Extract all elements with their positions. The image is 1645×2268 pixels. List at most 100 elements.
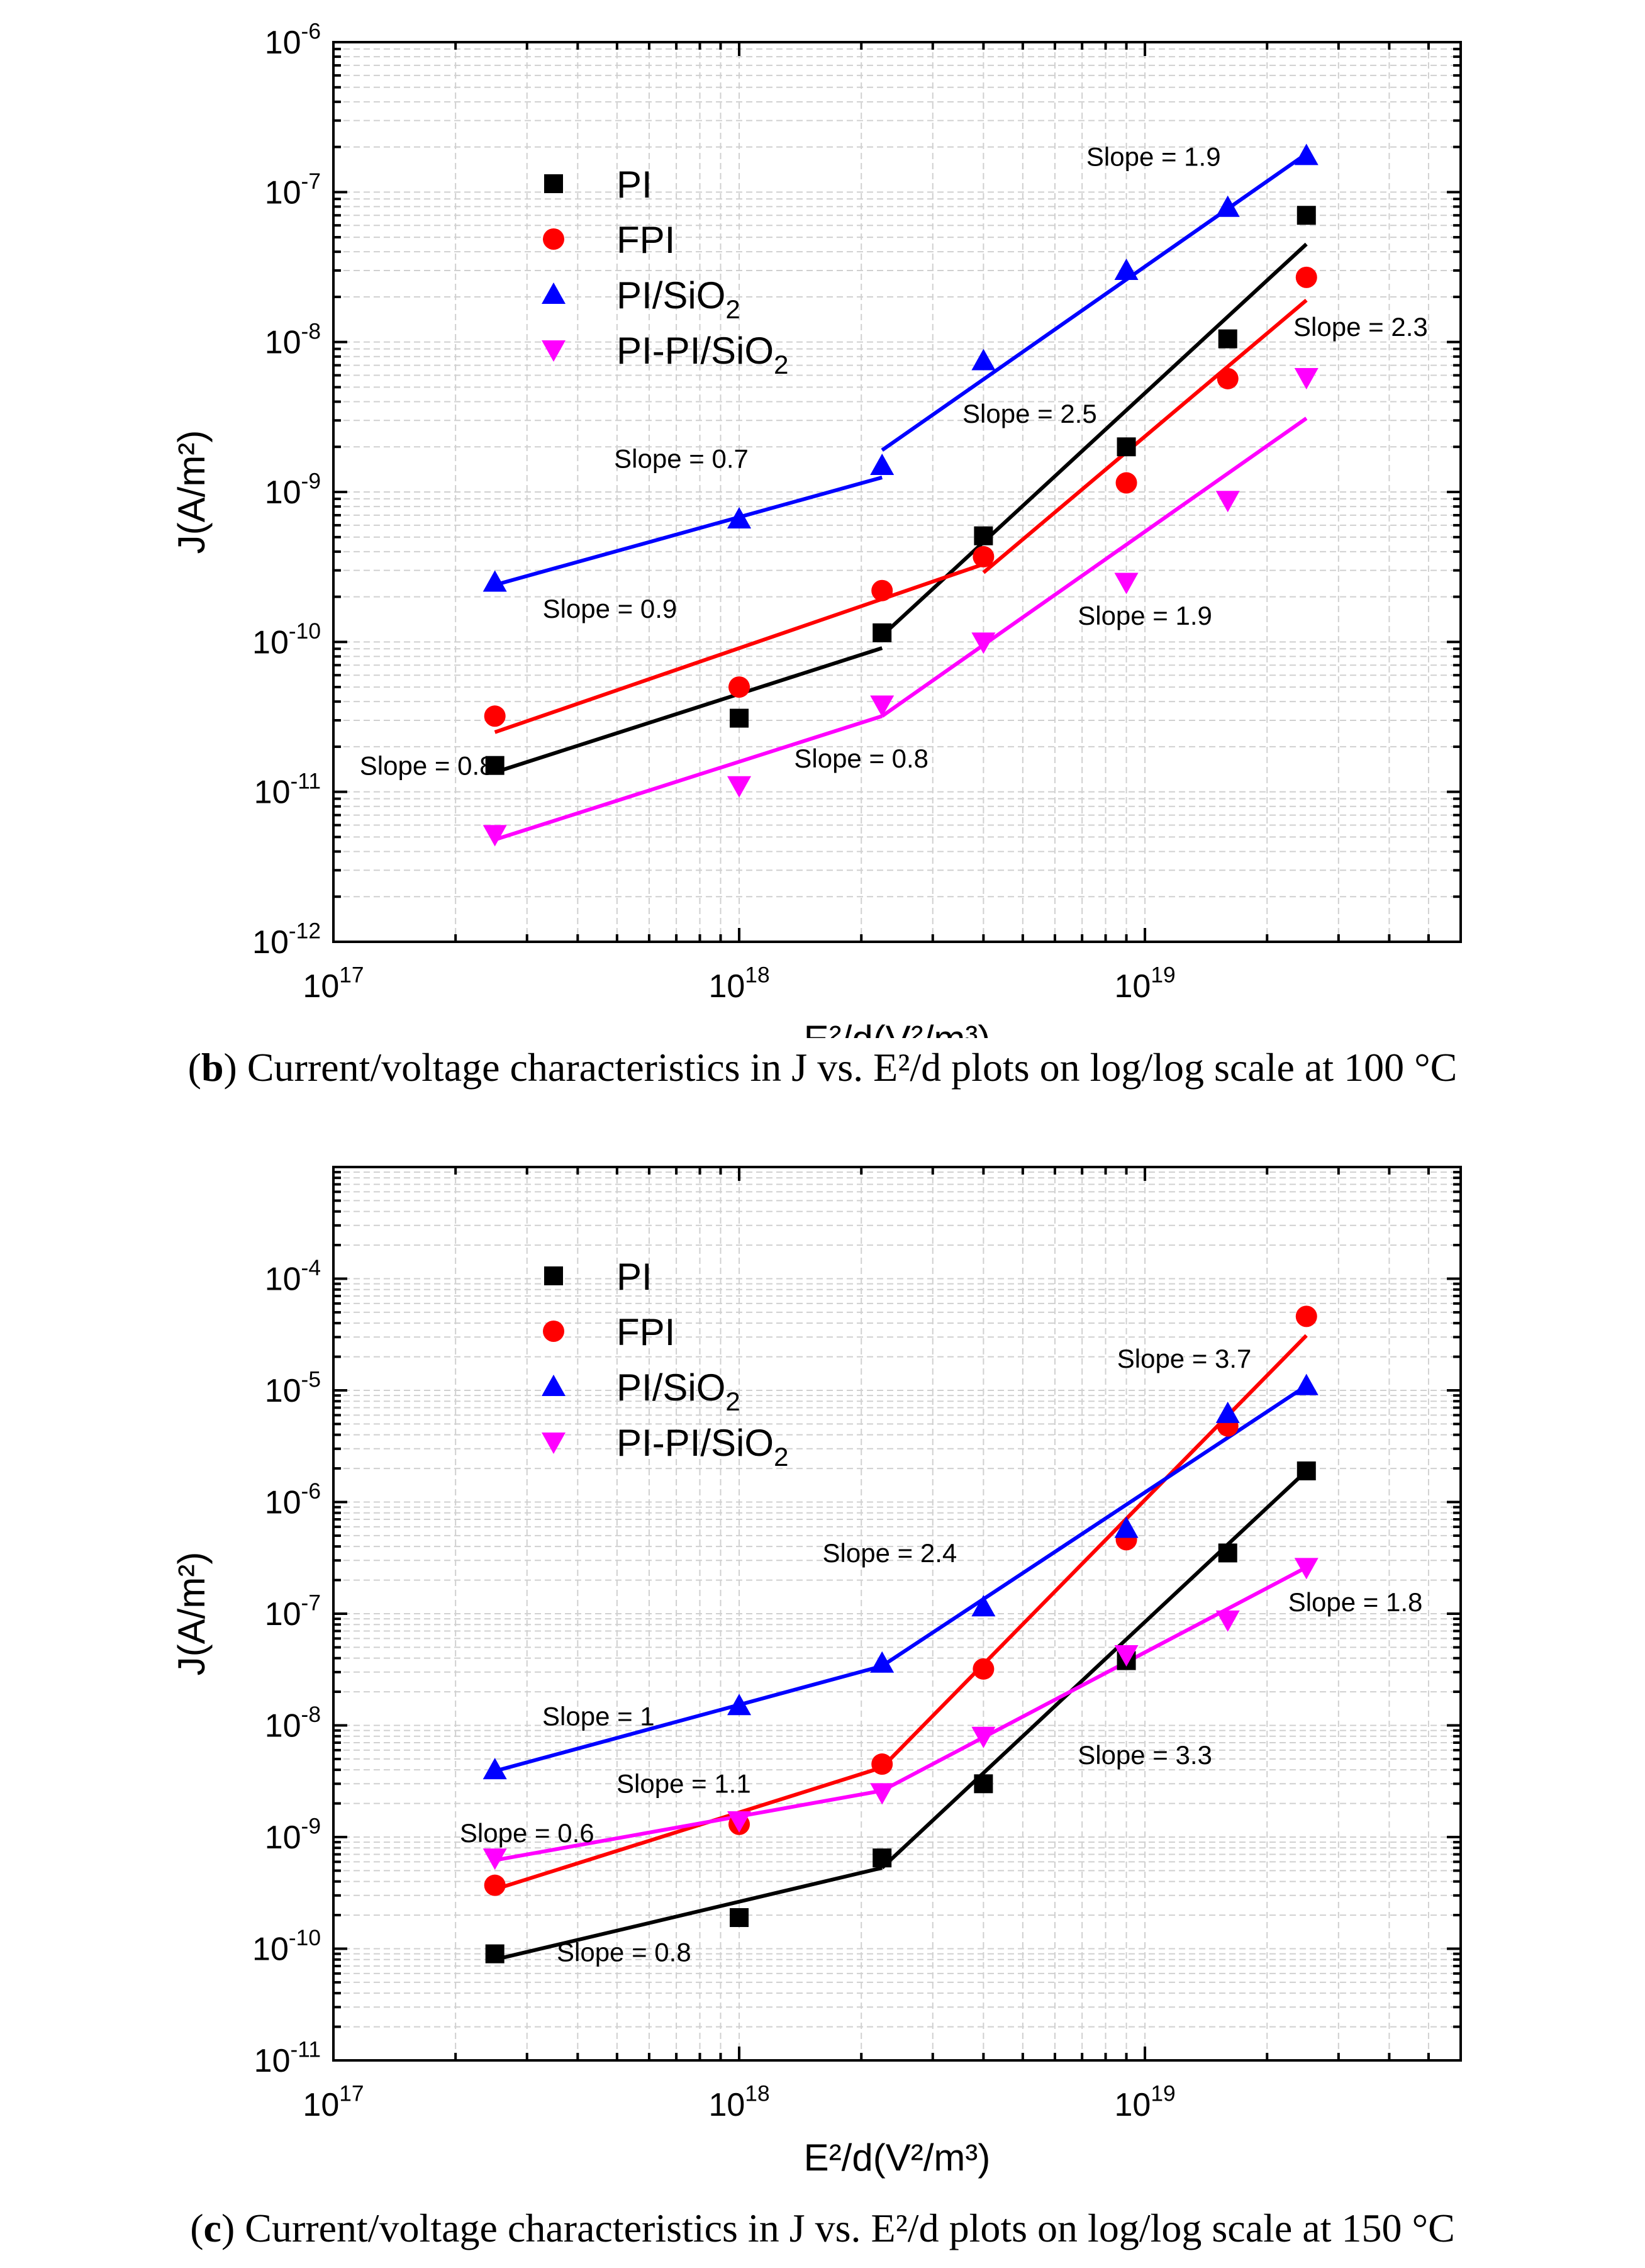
fit-line xyxy=(881,1565,1308,1792)
data-point xyxy=(1294,368,1319,390)
y-tick-label: 10-6 xyxy=(265,20,321,61)
y-tick-label: 10-7 xyxy=(265,169,321,211)
fit-line xyxy=(494,1664,883,1773)
data-point xyxy=(727,1694,752,1716)
legend-marker xyxy=(542,282,566,304)
fit-line xyxy=(982,298,1308,574)
data-point xyxy=(484,1874,506,1896)
caption-c: (c) Current/voltage characteristics in J… xyxy=(190,2206,1455,2250)
caption-text: Current/voltage characteristics in J vs.… xyxy=(245,2206,1455,2250)
fit-line xyxy=(881,416,1308,718)
data-point xyxy=(873,1848,892,1868)
x-tick-label: 1017 xyxy=(303,963,364,1005)
x-tick-label: 1019 xyxy=(1114,2082,1175,2123)
data-point xyxy=(1294,143,1319,165)
data-point xyxy=(1114,1516,1139,1538)
slope-annotation: Slope = 0.8 xyxy=(794,744,928,773)
legend-label: PI/SiO2 xyxy=(616,274,740,324)
data-point xyxy=(485,756,505,775)
data-point xyxy=(873,623,892,642)
legend-marker xyxy=(542,340,566,362)
fit-line xyxy=(494,1765,883,1892)
data-point xyxy=(974,1774,993,1794)
data-point xyxy=(870,695,895,717)
legend: PI FPI PI/SiO2 PI-PI/SiO2 xyxy=(542,164,788,379)
data-point xyxy=(1294,1558,1319,1580)
grid xyxy=(333,42,1461,942)
y-tick-label: 10-6 xyxy=(265,1479,321,1521)
data-point xyxy=(871,1753,893,1775)
slope-annotation: Slope = 1.9 xyxy=(1078,601,1212,630)
slope-annotation: Slope = 0.7 xyxy=(614,444,749,474)
fit-line xyxy=(494,714,883,842)
legend: PI FPI PI/SiO2 PI-PI/SiO2 xyxy=(542,1256,788,1472)
data-point xyxy=(870,1651,895,1673)
data-point xyxy=(1114,1645,1139,1667)
data-point xyxy=(971,632,996,654)
data-point xyxy=(1295,266,1317,288)
x-axis-title: E²/d(V²/m³) xyxy=(804,1018,991,1038)
legend-label: FPI xyxy=(616,219,675,261)
data-point xyxy=(971,1595,996,1617)
data-point xyxy=(1294,1373,1319,1395)
legend-label: PI-PI/SiO2 xyxy=(616,330,788,379)
data-point xyxy=(485,1944,505,1964)
data-point xyxy=(1296,206,1316,225)
y-tick-label: 10-11 xyxy=(254,769,321,810)
slope-annotation: Slope = 0.6 xyxy=(460,1818,594,1848)
data-point xyxy=(482,570,507,592)
y-axis-title: J(A/m²) xyxy=(170,1552,213,1676)
fit-line xyxy=(881,1334,1308,1769)
legend-label: PI xyxy=(616,1256,652,1298)
data-point xyxy=(974,526,993,545)
y-tick-label: 10-8 xyxy=(265,319,321,360)
y-tick-label: 10-9 xyxy=(265,469,321,511)
y-tick-label: 10-8 xyxy=(265,1702,321,1744)
data-point xyxy=(727,507,752,529)
x-tick-label: 1019 xyxy=(1114,963,1175,1005)
data-point xyxy=(730,708,749,728)
y-tick-label: 10-5 xyxy=(265,1368,321,1409)
legend-label: PI/SiO2 xyxy=(616,1366,740,1416)
chart-panel-b: 1017 1018 1019 10-12 10-11 10-10 10-9 10-8 10-7 1… xyxy=(0,0,1645,1132)
legend-marker xyxy=(544,1266,563,1285)
data-point xyxy=(870,1783,895,1805)
data-point xyxy=(971,1726,996,1748)
data-point xyxy=(973,1658,995,1680)
slope-annotation: Slope = 2.5 xyxy=(962,399,1097,428)
data-point xyxy=(870,454,895,476)
legend-label: FPI xyxy=(616,1311,675,1353)
fit-line xyxy=(494,562,984,734)
data-point xyxy=(1218,329,1237,349)
fit-line xyxy=(494,476,883,587)
y-tick-label: 10-11 xyxy=(254,2038,321,2079)
data-point xyxy=(1215,195,1240,217)
data-point xyxy=(730,1908,749,1928)
y-tick-label: 10-10 xyxy=(252,619,321,661)
slope-annotation: Slope = 3.7 xyxy=(1117,1344,1252,1373)
legend-marker xyxy=(542,1375,566,1396)
slope-annotation: Slope = 0.8 xyxy=(557,1938,691,1967)
data-point xyxy=(482,825,507,847)
slope-annotation: Slope = 3.3 xyxy=(1078,1740,1212,1770)
data-point xyxy=(482,1758,507,1780)
data-point xyxy=(1295,1305,1317,1327)
slope-annotation: Slope = 1.1 xyxy=(616,1768,751,1798)
slope-annotation: Slope = 0.9 xyxy=(543,594,678,623)
ticks xyxy=(332,41,1462,943)
data-point xyxy=(1215,491,1240,513)
fit-line xyxy=(494,646,883,774)
x-tick-label: 1017 xyxy=(303,2082,364,2123)
slope-annotation: Slope = 1 xyxy=(542,1702,655,1731)
data-point xyxy=(1115,472,1137,494)
chart-panel-c: 1017 1018 1019 10-11 10-10 10-9 10-8 10-7 10-6 10… xyxy=(0,1132,1645,2268)
legend-label: PI xyxy=(616,164,652,206)
data-point xyxy=(973,545,995,567)
y-tick-label: 10-9 xyxy=(265,1814,321,1856)
chart-b: 1017 1018 1019 10-12 10-11 10-10 10-9 10-8 10-7 1… xyxy=(170,20,1462,1038)
data-point xyxy=(727,1811,752,1833)
legend-marker xyxy=(544,174,563,193)
data-point xyxy=(1218,1543,1237,1563)
caption-b: (b) Current/voltage characteristics in J… xyxy=(187,1045,1458,1090)
caption-letter: c xyxy=(203,2206,221,2250)
